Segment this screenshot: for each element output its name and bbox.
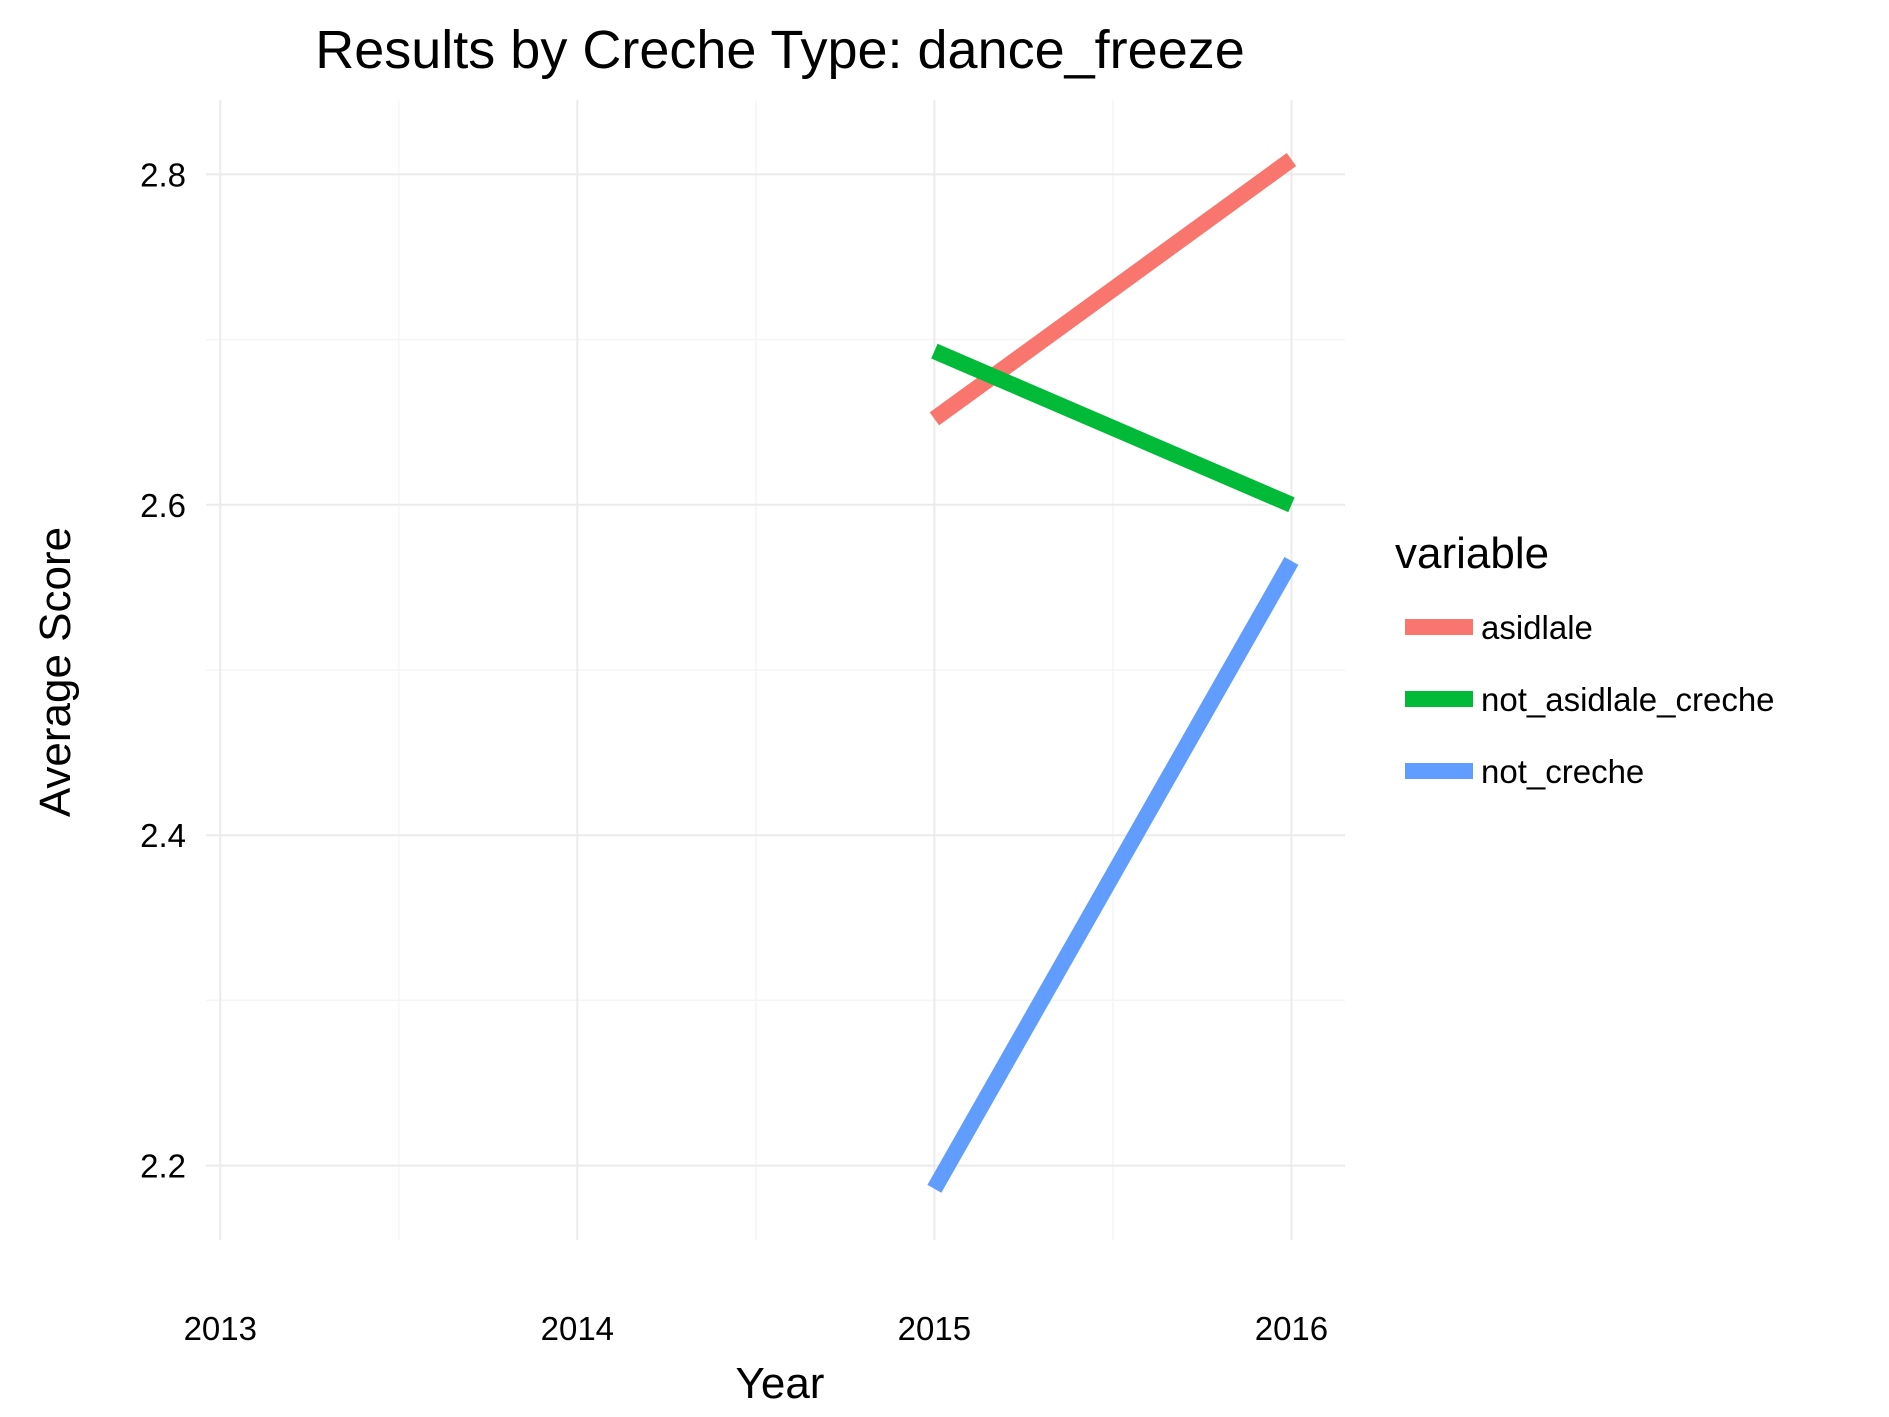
x-axis-ticks: 2013 2014 2015 2016 bbox=[184, 1310, 1329, 1347]
legend-item-asidlale: asidlale bbox=[1405, 609, 1593, 646]
legend-items: asidlale not_asidlale_creche not_creche bbox=[1405, 609, 1775, 790]
y-axis-title: Average Score bbox=[31, 527, 80, 817]
chart-title: Results by Creche Type: dance_freeze bbox=[315, 20, 1245, 80]
major-gridlines bbox=[206, 100, 1345, 1240]
legend-label: not_asidlale_creche bbox=[1481, 681, 1775, 718]
legend-label: not_creche bbox=[1481, 753, 1644, 790]
y-tick-label: 2.4 bbox=[140, 817, 186, 854]
x-tick-label: 2014 bbox=[541, 1310, 614, 1347]
legend-title: variable bbox=[1395, 529, 1549, 578]
legend: variable asidlale not_asidlale_creche not_… bbox=[1395, 529, 1775, 790]
series-line-not_creche bbox=[927, 557, 1299, 1193]
legend-item-not_creche: not_creche bbox=[1405, 753, 1644, 790]
legend-item-not_asidlale_creche: not_asidlale_creche bbox=[1405, 681, 1775, 718]
x-tick-label: 2015 bbox=[898, 1310, 971, 1347]
x-axis-title: Year bbox=[736, 1359, 825, 1408]
legend-label: asidlale bbox=[1481, 609, 1593, 646]
minor-gridlines bbox=[206, 100, 1345, 1240]
series-line-not_asidlale_creche bbox=[931, 343, 1295, 513]
y-tick-label: 2.8 bbox=[140, 156, 186, 193]
x-tick-label: 2016 bbox=[1255, 1310, 1328, 1347]
x-tick-label: 2013 bbox=[184, 1310, 257, 1347]
y-tick-label: 2.6 bbox=[140, 487, 186, 524]
series-lines bbox=[927, 153, 1299, 1193]
y-axis-ticks: 2.2 2.4 2.6 2.8 bbox=[140, 156, 186, 1184]
y-tick-label: 2.2 bbox=[140, 1148, 186, 1185]
